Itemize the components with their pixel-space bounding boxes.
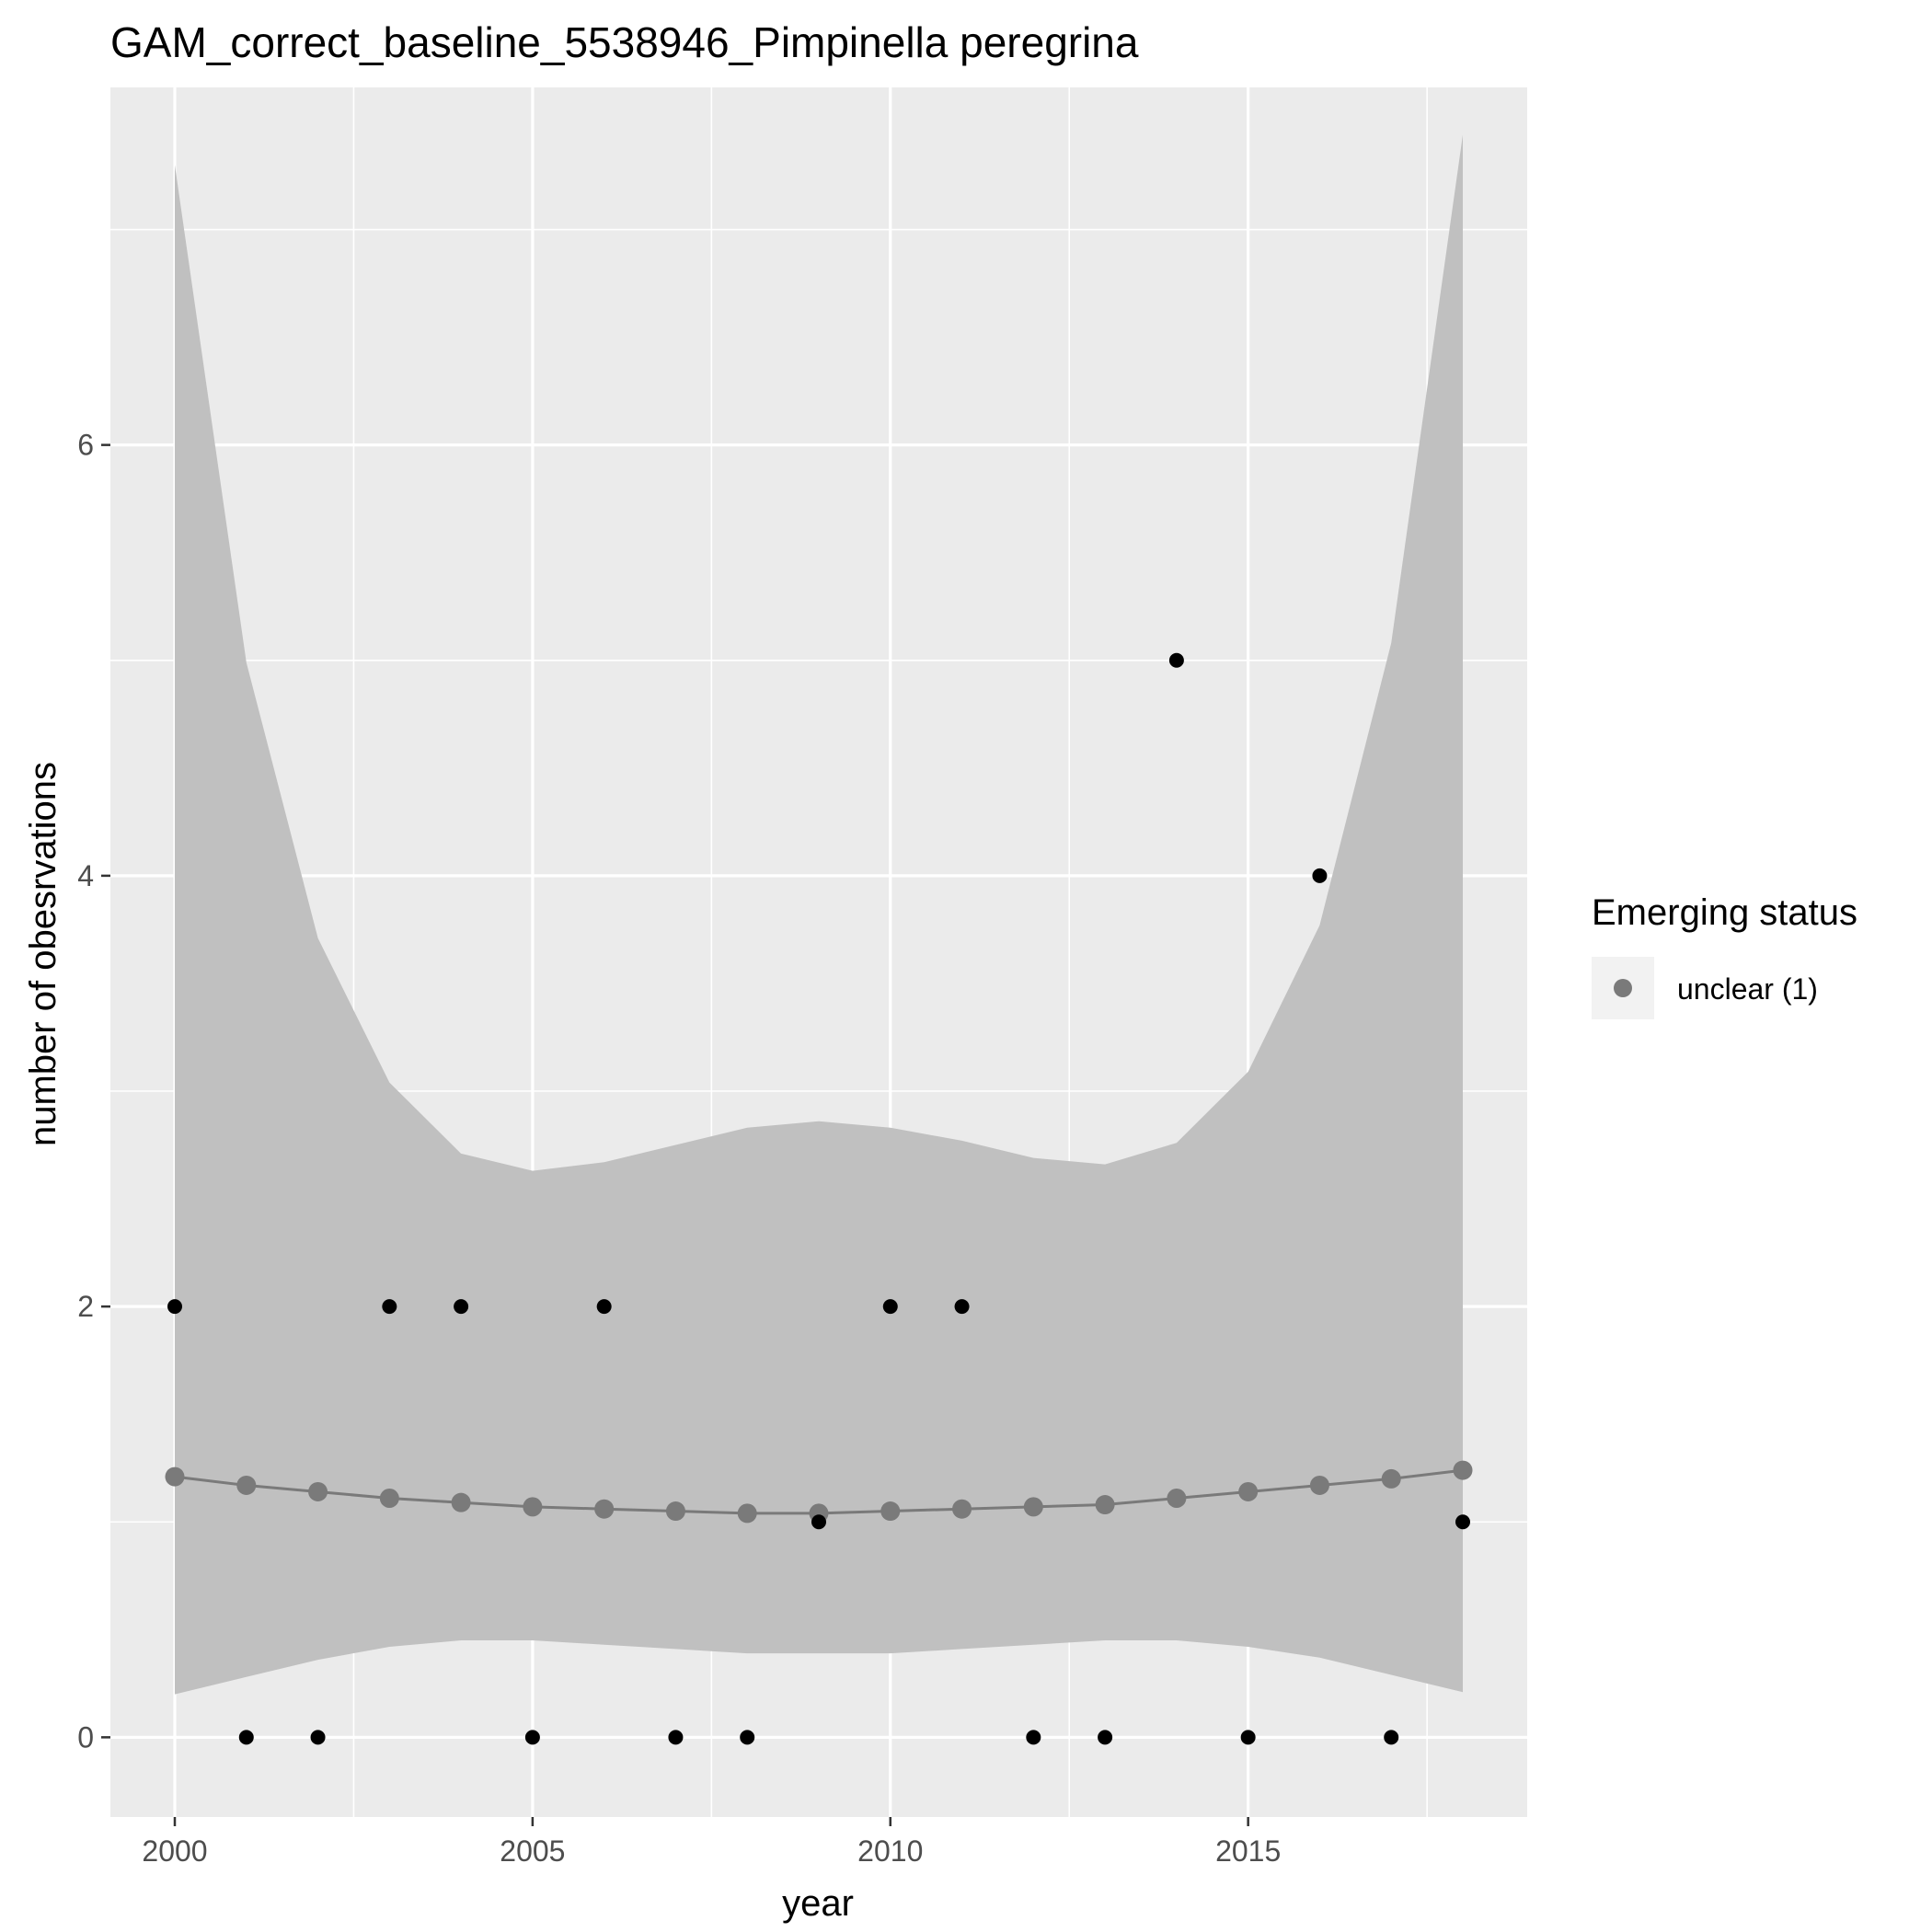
x-tick-label: 2005	[500, 1834, 565, 1868]
legend-entry-label: unclear (1)	[1677, 972, 1818, 1006]
y-tick-label: 0	[77, 1720, 94, 1754]
observed-point	[238, 1730, 254, 1745]
confidence-ribbon	[175, 134, 1463, 1695]
fitted-point	[1453, 1460, 1473, 1480]
observed-point	[1312, 868, 1328, 883]
observed-point	[596, 1299, 612, 1315]
x-axis-label: year	[782, 1883, 854, 1924]
observed-point	[882, 1299, 898, 1315]
x-tick-label: 2000	[142, 1834, 207, 1868]
fitted-point	[308, 1481, 328, 1501]
observed-point	[1098, 1730, 1113, 1745]
chart-title: GAM_correct_baseline_5538946_Pimpinella …	[110, 18, 1139, 66]
x-axis: 2000 2005 2010 2015	[142, 1817, 1281, 1868]
x-tick-label: 2010	[857, 1834, 923, 1868]
y-tick-label: 2	[77, 1290, 94, 1323]
fitted-point	[737, 1503, 757, 1524]
fitted-point	[236, 1475, 257, 1495]
legend: Emerging status unclear (1)	[1592, 892, 1857, 1019]
fitted-point	[1167, 1488, 1187, 1508]
fitted-point	[1023, 1497, 1043, 1517]
observed-point	[668, 1730, 684, 1745]
fitted-point	[665, 1501, 685, 1522]
observed-point	[524, 1730, 540, 1745]
fitted-point	[1381, 1468, 1401, 1489]
observed-points	[167, 652, 1470, 1745]
fitted-point	[1238, 1481, 1259, 1501]
observed-point	[1026, 1730, 1041, 1745]
observed-point	[1240, 1730, 1256, 1745]
observed-point	[1384, 1730, 1399, 1745]
observed-point	[1455, 1514, 1470, 1530]
observed-point	[1168, 652, 1184, 668]
fitted-point	[1095, 1495, 1115, 1515]
fitted-points	[165, 1460, 1473, 1524]
fitted-point	[523, 1497, 543, 1517]
observed-point	[811, 1514, 826, 1530]
observed-point	[954, 1299, 970, 1315]
fitted-point	[880, 1501, 901, 1522]
observed-point	[382, 1299, 397, 1315]
fitted-point	[165, 1466, 185, 1487]
legend-key-point	[1614, 979, 1632, 997]
y-axis-label: number of obesrvations	[23, 762, 63, 1146]
fitted-point	[952, 1499, 972, 1519]
y-axis: 0 2 4 6	[77, 429, 110, 1754]
fitted-point	[594, 1499, 615, 1519]
observed-point	[740, 1730, 755, 1745]
y-tick-label: 6	[77, 429, 94, 462]
observed-point	[454, 1299, 469, 1315]
legend-title: Emerging status	[1592, 892, 1857, 933]
grid-minor	[110, 87, 1527, 1817]
observed-point	[310, 1730, 326, 1745]
x-tick-label: 2015	[1215, 1834, 1281, 1868]
observed-point	[167, 1299, 182, 1315]
fitted-point	[1309, 1475, 1329, 1495]
fitted-point	[379, 1488, 399, 1508]
y-tick-label: 4	[77, 859, 94, 892]
fitted-point	[451, 1492, 471, 1512]
